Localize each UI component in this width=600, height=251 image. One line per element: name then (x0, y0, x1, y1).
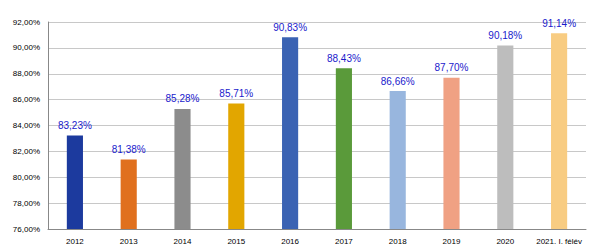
svg-text:88,00%: 88,00% (13, 69, 40, 78)
svg-text:2016: 2016 (281, 237, 299, 246)
svg-text:91,14%: 91,14% (542, 18, 576, 29)
svg-text:85,28%: 85,28% (166, 93, 200, 104)
svg-text:80,00%: 80,00% (13, 173, 40, 182)
svg-text:82,00%: 82,00% (13, 147, 40, 156)
svg-text:83,23%: 83,23% (58, 120, 92, 131)
svg-text:2015: 2015 (227, 237, 245, 246)
svg-text:76,00%: 76,00% (13, 225, 40, 234)
svg-text:2012: 2012 (66, 237, 84, 246)
svg-text:92,00%: 92,00% (13, 18, 40, 27)
svg-text:86,00%: 86,00% (13, 95, 40, 104)
svg-text:85,71%: 85,71% (219, 88, 253, 99)
svg-text:2013: 2013 (120, 237, 138, 246)
svg-text:90,83%: 90,83% (273, 22, 307, 33)
svg-text:87,70%: 87,70% (435, 62, 469, 73)
svg-text:90,18%: 90,18% (488, 30, 522, 41)
svg-text:81,38%: 81,38% (112, 144, 146, 155)
svg-text:2020: 2020 (496, 237, 514, 246)
svg-text:2019: 2019 (443, 237, 461, 246)
svg-text:88,43%: 88,43% (327, 53, 361, 64)
svg-text:86,66%: 86,66% (381, 76, 415, 87)
svg-text:90,00%: 90,00% (13, 43, 40, 52)
svg-text:2014: 2014 (174, 237, 192, 246)
svg-text:78,00%: 78,00% (13, 199, 40, 208)
svg-text:2021. I. félév: 2021. I. félév (536, 237, 582, 246)
svg-text:84,00%: 84,00% (13, 121, 40, 130)
svg-text:2017: 2017 (335, 237, 353, 246)
svg-text:2018: 2018 (389, 237, 407, 246)
